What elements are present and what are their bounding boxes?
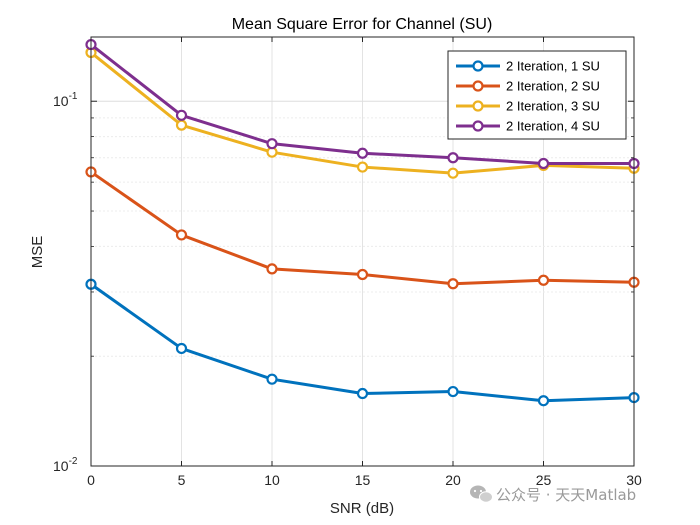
legend-label: 2 Iteration, 4 SU bbox=[506, 119, 600, 134]
x-tick-label: 25 bbox=[536, 472, 552, 488]
data-point bbox=[356, 268, 369, 281]
legend-marker bbox=[472, 100, 484, 112]
watermark: 公众号 · 天天Matlab bbox=[470, 485, 636, 504]
series-1 bbox=[85, 278, 640, 407]
data-point bbox=[537, 395, 550, 407]
y-tick-labels: 10-2 10-1 bbox=[53, 91, 78, 474]
data-point bbox=[175, 109, 188, 121]
y-tick-label: 10-1 bbox=[53, 91, 78, 109]
legend-marker bbox=[472, 120, 484, 132]
legend-label: 2 Iteration, 3 SU bbox=[506, 99, 600, 114]
legend-label: 2 Iteration, 1 SU bbox=[506, 59, 600, 74]
legend-item: 2 Iteration, 1 SU bbox=[456, 59, 600, 74]
data-point bbox=[266, 263, 278, 275]
data-point bbox=[356, 147, 369, 159]
data-point bbox=[175, 342, 188, 355]
legend-item: 2 Iteration, 2 SU bbox=[456, 79, 600, 94]
legend-item: 2 Iteration, 3 SU bbox=[456, 99, 600, 114]
data-point bbox=[447, 167, 459, 179]
x-axis-label: SNR (dB) bbox=[330, 500, 394, 517]
data-point bbox=[356, 161, 369, 173]
x-tick-label: 30 bbox=[626, 472, 642, 488]
data-point bbox=[537, 157, 550, 170]
data-point bbox=[447, 278, 459, 290]
legend-label: 2 Iteration, 2 SU bbox=[506, 79, 600, 94]
legend: 2 Iteration, 1 SU 2 Iteration, 2 SU 2 Iter… bbox=[447, 50, 627, 140]
y-tick-label: 10-2 bbox=[53, 456, 78, 474]
legend-marker bbox=[472, 80, 484, 92]
data-point bbox=[537, 274, 550, 286]
legend-marker bbox=[472, 60, 484, 72]
series-layer bbox=[85, 38, 640, 407]
data-point bbox=[447, 152, 459, 164]
chart-title: Mean Square Error for Channel (SU) bbox=[232, 16, 493, 33]
data-point bbox=[175, 119, 188, 131]
watermark-text: 公众号 · 天天Matlab bbox=[496, 486, 636, 504]
data-point bbox=[356, 387, 369, 400]
data-point bbox=[266, 373, 278, 385]
x-tick-label: 0 bbox=[87, 472, 95, 488]
x-tick-label: 15 bbox=[355, 472, 371, 488]
data-point bbox=[175, 229, 188, 241]
legend-item: 2 Iteration, 4 SU bbox=[456, 119, 600, 134]
data-point bbox=[266, 138, 278, 150]
ticks bbox=[90, 37, 635, 467]
x-tick-label: 10 bbox=[264, 472, 280, 488]
data-point bbox=[447, 385, 459, 398]
x-tick-label: 5 bbox=[178, 472, 186, 488]
wechat-icon bbox=[470, 485, 493, 503]
x-tick-label: 20 bbox=[445, 472, 461, 488]
x-tick-labels: 0 5 10 15 20 25 30 bbox=[87, 472, 642, 488]
y-axis-label: MSE bbox=[29, 236, 46, 269]
